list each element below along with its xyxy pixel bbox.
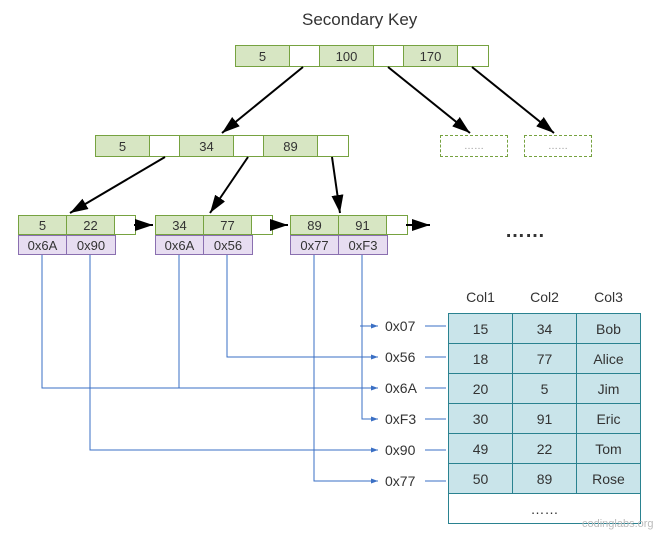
placeholder-node-1: …… xyxy=(440,135,508,157)
root-key-1: 100 xyxy=(320,46,374,66)
leaf-0-keys: 5 22 xyxy=(18,215,136,235)
table-row: 205Jim xyxy=(449,374,641,404)
leaf-2-ptr-0: 0x77 xyxy=(291,236,339,254)
table-header-row: Col1 Col2 Col3 xyxy=(449,285,641,314)
table-row: 5089Rose xyxy=(449,464,641,494)
leaf-1-ptr-0: 0x6A xyxy=(156,236,204,254)
placeholder-node-2: …… xyxy=(524,135,592,157)
diagram-canvas: { "title": "Secondary Key", "colors": { … xyxy=(0,0,664,534)
table-row: 1877Alice xyxy=(449,344,641,374)
leaf-0-key-0: 5 xyxy=(19,216,67,234)
address-2: 0x6A xyxy=(385,380,417,396)
leaf-1-key-1: 77 xyxy=(204,216,252,234)
address-1: 0x56 xyxy=(385,349,415,365)
root-ptr-2 xyxy=(458,46,488,66)
l1-key-0: 5 xyxy=(96,136,150,156)
l1-ptr-2 xyxy=(318,136,348,156)
diagram-title: Secondary Key xyxy=(302,10,417,30)
table-row: 3091Eric xyxy=(449,404,641,434)
leaf-1-next xyxy=(252,216,272,234)
root-node: 5 100 170 xyxy=(235,45,489,67)
leaf-ellipsis: …… xyxy=(505,220,545,243)
level1-node: 5 34 89 xyxy=(95,135,349,157)
leaf-0-ptr-0: 0x6A xyxy=(19,236,67,254)
leaf-2-key-1: 91 xyxy=(339,216,387,234)
leaf-1-ptr-1: 0x56 xyxy=(204,236,252,254)
leaf-2-keys: 89 91 xyxy=(290,215,408,235)
l1-key-2: 89 xyxy=(264,136,318,156)
l1-ptr-0 xyxy=(150,136,180,156)
root-ptr-1 xyxy=(374,46,404,66)
leaf-2-ptr-1: 0xF3 xyxy=(339,236,387,254)
col-header-2: Col3 xyxy=(577,285,641,314)
leaf-0-ptr-1: 0x90 xyxy=(67,236,115,254)
address-4: 0x90 xyxy=(385,442,415,458)
col-header-1: Col2 xyxy=(513,285,577,314)
leaf-0-key-1: 22 xyxy=(67,216,115,234)
l1-ptr-1 xyxy=(234,136,264,156)
col-header-0: Col1 xyxy=(449,285,513,314)
watermark-text: codinglabs.org xyxy=(582,518,654,530)
leaf-2-ptrs: 0x77 0xF3 xyxy=(290,235,388,255)
root-key-2: 170 xyxy=(404,46,458,66)
address-0: 0x07 xyxy=(385,318,415,334)
data-table: Col1 Col2 Col3 1534Bob 1877Alice 205Jim … xyxy=(448,285,641,524)
table-row: 4922Tom xyxy=(449,434,641,464)
address-5: 0x77 xyxy=(385,473,415,489)
address-3: 0xF3 xyxy=(385,411,416,427)
leaf-1-ptrs: 0x6A 0x56 xyxy=(155,235,253,255)
table-row: 1534Bob xyxy=(449,314,641,344)
l1-key-1: 34 xyxy=(180,136,234,156)
leaf-2-key-0: 89 xyxy=(291,216,339,234)
leaf-0-ptrs: 0x6A 0x90 xyxy=(18,235,116,255)
leaf-1-keys: 34 77 xyxy=(155,215,273,235)
root-key-0: 5 xyxy=(236,46,290,66)
leaf-1-key-0: 34 xyxy=(156,216,204,234)
leaf-2-next xyxy=(387,216,407,234)
root-ptr-0 xyxy=(290,46,320,66)
leaf-0-next xyxy=(115,216,135,234)
